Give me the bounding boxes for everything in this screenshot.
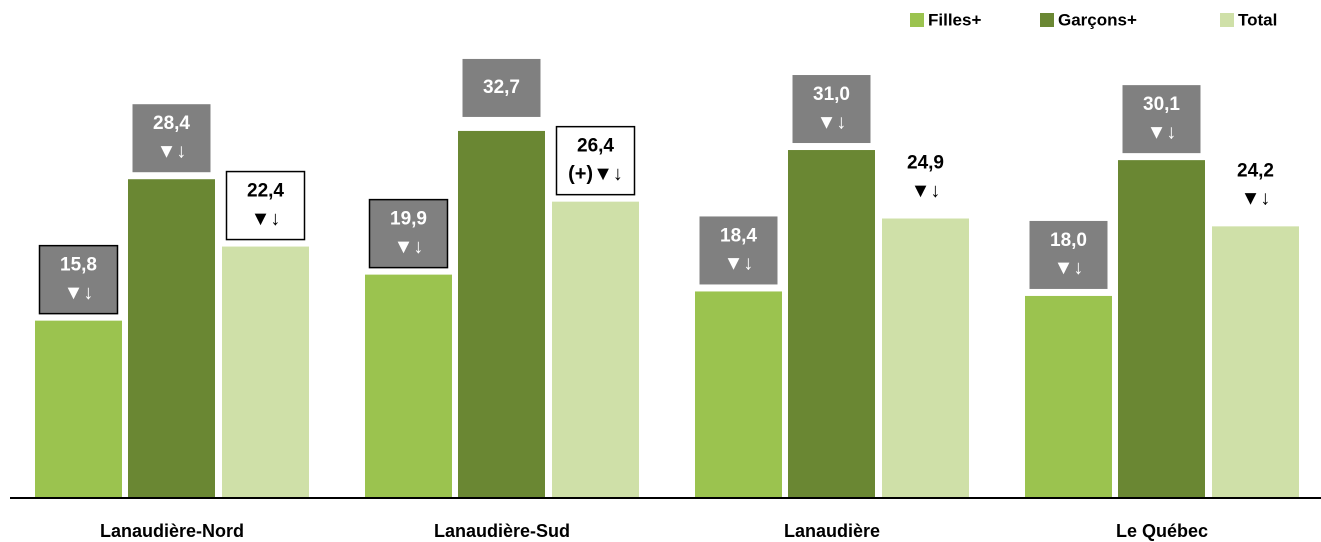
bar: [882, 218, 969, 498]
legend-label: Total: [1238, 10, 1277, 29]
bar: [35, 320, 122, 498]
value-label: 30,1: [1143, 94, 1180, 115]
value-label: 15,8: [60, 255, 97, 276]
value-marker: ▼↓: [1147, 121, 1177, 143]
value-label: 19,9: [390, 209, 427, 230]
bar: [222, 246, 309, 498]
x-tick-label: Lanaudière-Sud: [434, 521, 570, 541]
x-tick-label: Lanaudière-Nord: [100, 521, 244, 541]
value-marker: ▼↓: [251, 208, 281, 230]
value-marker: (+)▼↓: [568, 163, 623, 185]
legend-label: Garçons+: [1058, 10, 1137, 29]
label-box: [225, 170, 306, 241]
label-box: [1029, 220, 1108, 289]
label-box: [38, 244, 119, 315]
bar: [1118, 160, 1205, 498]
value-label: 28,4: [153, 113, 190, 134]
x-tick-label: Le Québec: [1116, 521, 1208, 541]
value-label: 32,7: [483, 77, 520, 98]
x-tick-label: Lanaudière: [784, 521, 880, 541]
value-marker: ▼↓: [1054, 257, 1084, 279]
value-label: 31,0: [813, 84, 850, 105]
bar: [128, 179, 215, 498]
value-label: 22,4: [247, 181, 284, 202]
bar: [552, 201, 639, 498]
label-box: [462, 58, 541, 117]
label-box: [699, 216, 778, 285]
value-marker: ▼↓: [157, 140, 187, 162]
bar: [1212, 226, 1299, 499]
value-label: 26,4: [577, 136, 614, 157]
label-box: [555, 125, 636, 196]
label-box: [792, 75, 871, 144]
value-marker: ▼↓: [1241, 188, 1271, 210]
bar: [1025, 295, 1112, 498]
legend-swatch: [1220, 13, 1234, 27]
label-box: [132, 104, 211, 173]
value-marker: ▼↓: [64, 282, 94, 304]
value-marker: ▼↓: [394, 236, 424, 258]
value-label: 24,9: [907, 153, 944, 174]
bar: [365, 274, 452, 498]
value-marker: ▼↓: [911, 180, 941, 202]
bar: [788, 150, 875, 498]
label-box: [1122, 85, 1201, 154]
value-label: 24,2: [1237, 160, 1274, 181]
legend-label: Filles+: [928, 10, 981, 29]
legend-swatch: [910, 13, 924, 27]
value-marker: ▼↓: [817, 111, 847, 133]
bar: [695, 291, 782, 498]
legend-swatch: [1040, 13, 1054, 27]
label-box: [368, 198, 449, 269]
value-label: 18,0: [1050, 230, 1087, 251]
bar: [458, 130, 545, 498]
value-label: 18,4: [720, 225, 757, 246]
value-marker: ▼↓: [724, 253, 754, 275]
